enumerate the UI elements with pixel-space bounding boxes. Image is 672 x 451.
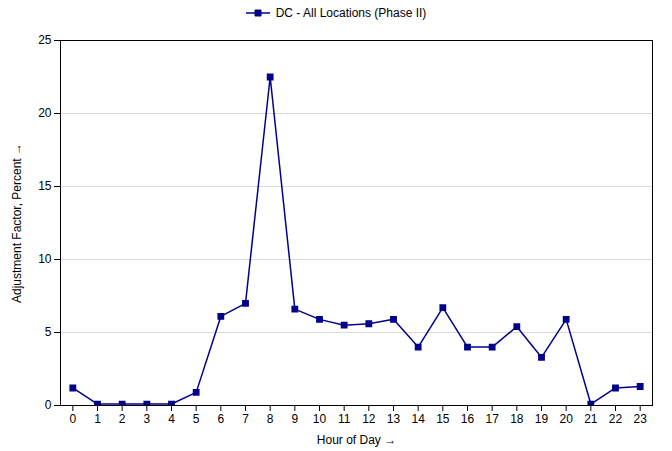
- svg-text:Hour of Day →: Hour of Day →: [317, 433, 396, 447]
- svg-text:17: 17: [485, 412, 499, 426]
- svg-text:23: 23: [633, 412, 647, 426]
- svg-text:12: 12: [362, 412, 376, 426]
- svg-text:25: 25: [38, 33, 52, 47]
- svg-text:5: 5: [193, 412, 200, 426]
- svg-text:Adjustment Factor, Percent →: Adjustment Factor, Percent →: [10, 143, 24, 303]
- svg-text:4: 4: [168, 412, 175, 426]
- svg-text:6: 6: [217, 412, 224, 426]
- svg-text:11: 11: [338, 412, 351, 426]
- svg-text:19: 19: [535, 412, 549, 426]
- svg-text:2: 2: [119, 412, 126, 426]
- svg-text:21: 21: [584, 412, 598, 426]
- svg-text:13: 13: [387, 412, 401, 426]
- svg-text:8: 8: [267, 412, 274, 426]
- svg-text:10: 10: [38, 252, 52, 266]
- svg-text:9: 9: [291, 412, 298, 426]
- svg-text:15: 15: [38, 179, 52, 193]
- svg-text:18: 18: [510, 412, 524, 426]
- svg-text:16: 16: [461, 412, 475, 426]
- svg-text:10: 10: [313, 412, 327, 426]
- svg-text:7: 7: [242, 412, 249, 426]
- svg-text:14: 14: [411, 412, 425, 426]
- html-text:DC - All Locations (Phase II): DC - All Locations (Phase II): [275, 6, 427, 20]
- svg-text:0: 0: [69, 412, 76, 426]
- svg-text:20: 20: [38, 106, 52, 120]
- svg-text:5: 5: [45, 325, 52, 339]
- svg-text:15: 15: [436, 412, 450, 426]
- svg-text:22: 22: [609, 412, 623, 426]
- svg-text:3: 3: [143, 412, 150, 426]
- svg-text:0: 0: [45, 398, 52, 412]
- svg-text:20: 20: [559, 412, 573, 426]
- svg-text:1: 1: [94, 412, 101, 426]
